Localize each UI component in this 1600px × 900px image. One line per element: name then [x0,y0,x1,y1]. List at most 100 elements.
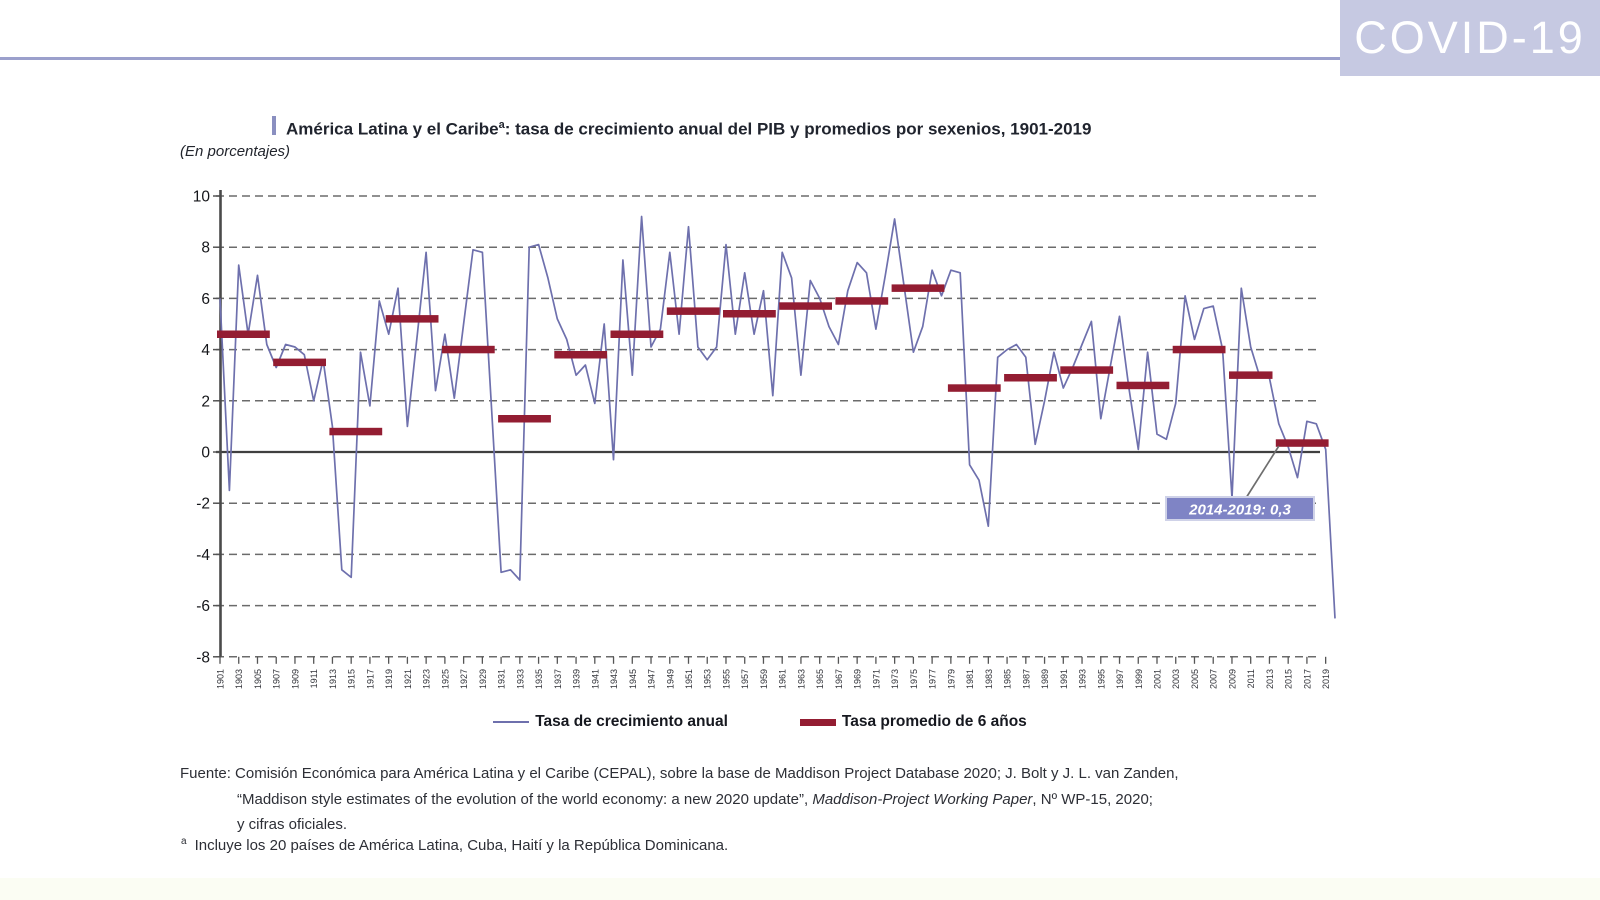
y-axis-label: 4 [201,342,210,359]
x-axis-label: 1901 [216,669,226,689]
x-axis-label: 1919 [384,669,394,689]
figure-title-rest: : tasa de crecimiento anual del PIB y pr… [504,119,1092,139]
x-axis-label: 2003 [1171,669,1181,689]
x-axis-label: 1943 [609,669,619,689]
source-line: Fuente: Comisión Económica para América … [180,765,1179,782]
x-axis-label: 1905 [253,669,263,689]
sexenio-average-bar [723,310,776,318]
x-axis-label: 1987 [1021,669,1031,689]
x-axis-label: 1967 [834,669,844,689]
x-axis-label: 1911 [309,669,319,688]
sexenio-average-bar [947,384,1001,392]
x-axis-label: 1941 [590,669,600,689]
x-axis-label: 1989 [1040,669,1050,689]
source-text: , Nº WP-15, 2020; [1032,790,1153,808]
footnote-text: Incluye los 20 países de América Latina,… [194,837,729,854]
source-line: “Maddison style estimates of the evoluti… [180,787,1370,813]
y-axis-label: 0 [201,445,210,462]
x-axis-label: 1913 [328,669,338,689]
x-axis-label: 1937 [553,669,563,689]
header-divider-rule [0,57,1600,60]
sexenio-average-bar [1060,366,1114,374]
x-axis-label: 1957 [740,669,750,689]
y-axis-label: -8 [196,649,210,666]
sexenio-average-bar [441,345,495,354]
sexenio-average-bar [891,284,945,292]
sexenio-average-bar [273,358,326,367]
annotation-callout-line [1245,445,1280,499]
footnote-marker: a [181,836,187,847]
x-axis-label: 1955 [721,669,731,689]
x-axis-label: 1963 [796,669,806,689]
x-axis-label: 1923 [422,669,432,689]
x-axis-label: 1947 [647,669,657,689]
sexenio-average-bar [779,302,832,310]
x-axis-label: 1929 [478,669,488,689]
x-axis-label: 1907 [272,669,282,689]
sexenio-average-bar [554,351,608,359]
y-axis-label: 6 [201,291,210,308]
x-axis-label: 1917 [365,669,375,689]
sexenio-average-bar [217,330,270,338]
legend-label: Tasa promedio de 6 años [841,713,1027,730]
growth-rate-chart: 10 8 6 4 2 0 -2 -4 -6 -8 1901 1903 1905 1907 1909 1911 1… [193,189,1336,689]
source-note: Fuente: Comisión Económica para América … [180,761,1370,838]
x-axis-label: 2009 [1227,669,1237,689]
bar-series-swatch [799,718,836,726]
y-axis-label: -4 [196,547,210,564]
figure-title: América Latina y el Caribea: tasa de cre… [286,114,1091,141]
legend-item-6yr-average: Tasa promedio de 6 años [799,713,1027,731]
figure-title-superscript: a [498,119,505,131]
covid19-banner: COVID-19 [1340,0,1600,76]
x-axis-label: 2019 [1321,669,1331,689]
y-axis-label: -2 [196,496,210,513]
line-series-swatch [493,721,530,723]
x-axis-label: 1979 [946,669,956,689]
x-axis-label: 2013 [1265,669,1275,689]
x-axis-label: 1939 [572,669,582,689]
x-axis-label: 1973 [890,669,900,689]
page-bottom-strip [0,878,1600,900]
figure-marker-bar [272,116,276,135]
x-axis-label: 1927 [459,669,469,689]
x-axis-label: 1969 [853,669,863,689]
x-axis-label: 1991 [1059,669,1069,689]
legend-label: Tasa de crecimiento anual [535,713,728,730]
source-line: y cifras oficiales. [237,816,348,833]
annotation-label: 2014-2019: 0,3 [1188,502,1291,519]
x-axis-label: 1997 [1115,669,1125,689]
x-axis-label: 1961 [778,669,788,689]
source-text-italic: Maddison-Project Working Paper [812,790,1033,808]
sexenio-average-bar [385,315,439,323]
x-axis-label: 1985 [1003,669,1013,689]
x-axis-label: 1959 [759,669,769,689]
x-axis-label: 2001 [1153,669,1163,689]
x-axis-label: 2005 [1190,669,1200,689]
x-axis-label: 1915 [347,669,357,689]
x-axis-label: 1935 [534,669,544,689]
y-axis-label: -6 [196,598,210,615]
x-axis-label: 1977 [928,669,938,689]
sexenio-average-bar [666,307,720,315]
x-axis-label: 1999 [1134,669,1144,689]
x-axis-label: 2007 [1209,669,1219,689]
x-axis-label: 1949 [665,669,675,689]
x-axis-label: 1921 [403,669,413,689]
footnote: a Incluye los 20 países de América Latina… [181,836,1371,854]
y-axis-label: 8 [201,240,210,257]
x-axis-label: 2015 [1284,669,1294,689]
x-axis-label: 1981 [965,669,975,689]
x-axis-label: 1933 [515,669,525,689]
sexenio-average-bar [835,297,889,305]
x-axis-label: 1983 [984,669,994,689]
x-axis-label: 1993 [1078,669,1088,689]
sexenio-average-bar [498,415,551,423]
x-axis-label: 2017 [1302,669,1312,689]
figure-title-row: América Latina y el Caribea: tasa de cre… [272,114,1091,141]
sexenio-average-bar [1116,381,1170,390]
x-axis-label: 1903 [234,669,244,689]
annotation-box [1165,496,1315,521]
x-axis-label: 1909 [290,669,300,689]
covid19-banner-label: COVID-19 [1354,12,1586,63]
sexenio-average-bar [1229,371,1273,379]
